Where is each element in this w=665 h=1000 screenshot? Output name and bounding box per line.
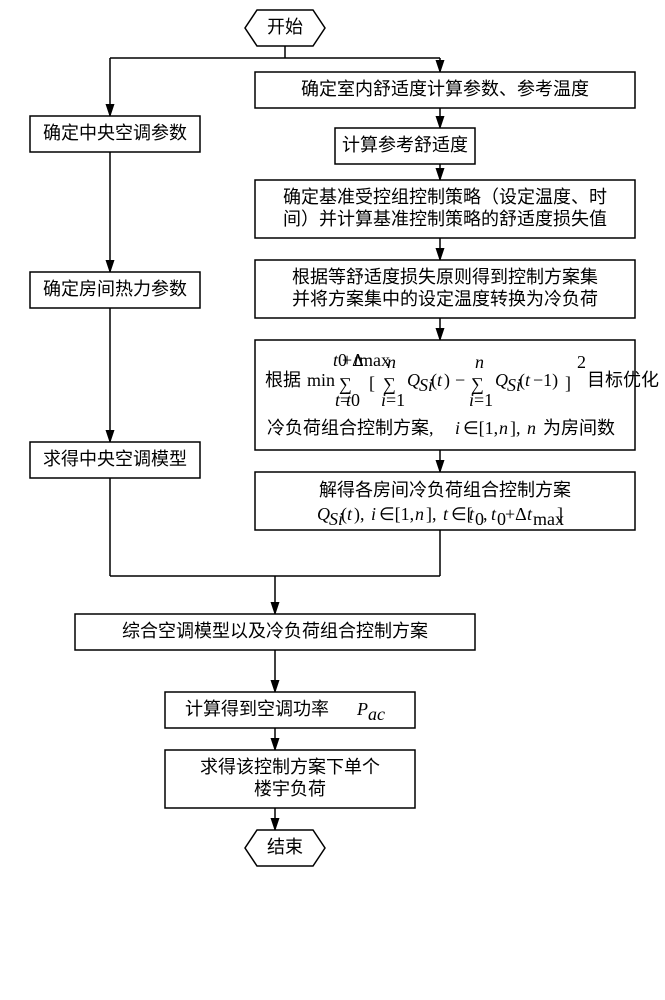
svg-text:n: n bbox=[387, 352, 396, 372]
svg-text:ac: ac bbox=[368, 704, 385, 724]
svg-text:),: ), bbox=[354, 504, 365, 525]
box-line-n_baseline-0: 确定基准受控组控制策略（设定温度、时 bbox=[283, 187, 607, 207]
svg-text:max: max bbox=[359, 350, 390, 370]
box-line-n_scheme-0: 根据等舒适度损失原则得到控制方案集 bbox=[292, 267, 598, 287]
svg-text:+Δ: +Δ bbox=[505, 504, 527, 524]
svg-text:): ) bbox=[444, 370, 450, 391]
svg-text:解得各房间冷负荷组合控制方案: 解得各房间冷负荷组合控制方案 bbox=[319, 480, 571, 500]
svg-text:P: P bbox=[356, 699, 368, 719]
svg-text:i: i bbox=[455, 418, 460, 438]
svg-text:目标优化: 目标优化 bbox=[587, 370, 659, 390]
svg-text:n: n bbox=[415, 504, 424, 524]
svg-text:min: min bbox=[307, 370, 335, 390]
box-label-n_ac_param: 确定中央空调参数 bbox=[43, 123, 187, 143]
svg-text:−: − bbox=[455, 370, 465, 390]
terminator-label-end: 结束 bbox=[267, 837, 303, 857]
svg-text:0: 0 bbox=[351, 390, 360, 410]
svg-text:n: n bbox=[527, 418, 536, 438]
box-label-n_params: 确定室内舒适度计算参数、参考温度 bbox=[301, 79, 589, 99]
svg-text:2: 2 bbox=[577, 352, 586, 372]
box-label-n_room_th: 确定房间热力参数 bbox=[43, 279, 187, 299]
svg-text:]: ] bbox=[557, 504, 563, 524]
svg-text:=1: =1 bbox=[474, 390, 493, 410]
svg-text:冷负荷组合控制方案,: 冷负荷组合控制方案, bbox=[267, 418, 434, 438]
svg-text:],: ], bbox=[510, 418, 521, 438]
svg-text:−1): −1) bbox=[533, 370, 558, 391]
svg-text:计算得到空调功率: 计算得到空调功率 bbox=[185, 699, 329, 719]
svg-text:∈[1,: ∈[1, bbox=[463, 418, 498, 438]
svg-text:=1: =1 bbox=[386, 390, 405, 410]
box-line-n_building-0: 求得该控制方案下单个 bbox=[200, 757, 380, 777]
svg-text:n: n bbox=[499, 418, 508, 438]
box-line-n_building-1: 楼宇负荷 bbox=[254, 779, 326, 799]
svg-text:]: ] bbox=[565, 373, 571, 393]
box-line-n_scheme-1: 并将方案集中的设定温度转换为冷负荷 bbox=[292, 289, 598, 309]
svg-text:为房间数: 为房间数 bbox=[543, 418, 615, 438]
svg-text:∈[1,: ∈[1, bbox=[379, 504, 414, 524]
box-label-n_ref_comf: 计算参考舒适度 bbox=[342, 135, 468, 155]
box-line-n_baseline-1: 间）并计算基准控制策略的舒适度损失值 bbox=[283, 209, 607, 229]
svg-text:根据: 根据 bbox=[265, 370, 301, 390]
box-label-n_combine: 综合空调模型以及冷负荷组合控制方案 bbox=[122, 621, 428, 641]
svg-text:],: ], bbox=[426, 504, 437, 524]
box-label-n_ac_model: 求得中央空调模型 bbox=[43, 449, 187, 469]
svg-text:[: [ bbox=[369, 373, 375, 393]
terminator-label-start: 开始 bbox=[267, 17, 303, 37]
svg-text:,: , bbox=[483, 504, 488, 524]
svg-text:n: n bbox=[475, 352, 484, 372]
svg-text:i: i bbox=[371, 504, 376, 524]
